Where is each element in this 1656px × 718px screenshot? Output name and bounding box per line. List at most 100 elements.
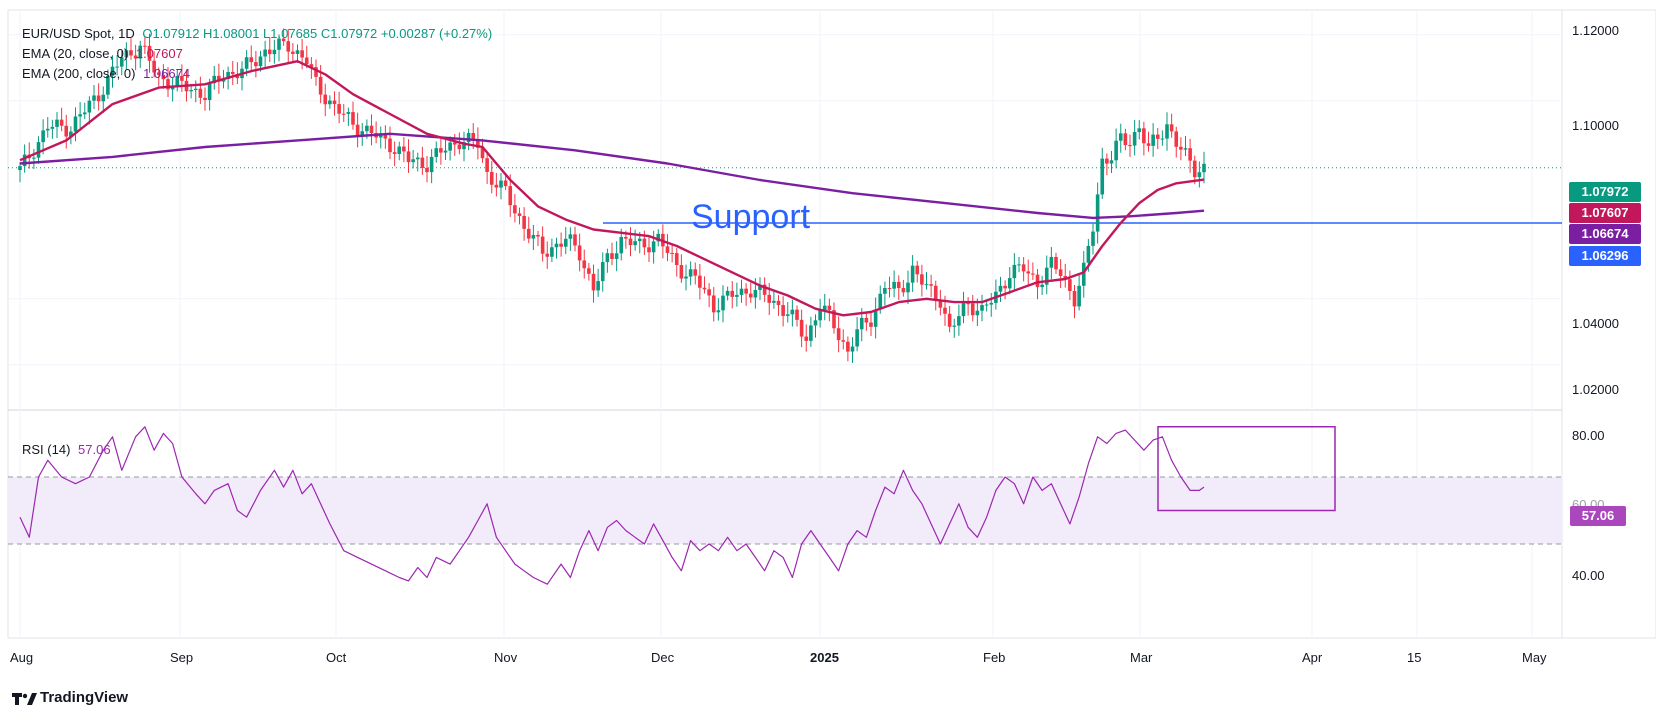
- candle-up: [207, 83, 212, 101]
- candle-down: [1003, 285, 1007, 289]
- candle-up: [1077, 285, 1081, 307]
- candle-down: [933, 285, 938, 301]
- candle-down: [540, 236, 545, 254]
- candle-up: [1183, 148, 1188, 150]
- candle-down: [286, 41, 291, 52]
- time-tick: 2025: [810, 650, 839, 665]
- candle-down: [1031, 273, 1035, 275]
- candle-down: [929, 284, 933, 286]
- candle-up: [1017, 264, 1021, 266]
- candle-down: [309, 64, 314, 68]
- rsi-value: 57.06: [78, 442, 111, 457]
- candle-up: [221, 78, 226, 82]
- candle-down: [522, 215, 526, 229]
- ema20-legend: EMA (20, close, 0) 1.07607: [22, 46, 183, 61]
- candle-up: [721, 295, 725, 311]
- candle-up: [101, 94, 106, 102]
- candle-down: [143, 45, 147, 47]
- candle-down: [887, 288, 892, 290]
- candle-up: [1012, 264, 1017, 279]
- candle-up: [1100, 158, 1105, 195]
- candle-up: [883, 288, 887, 294]
- candle-down: [674, 253, 679, 266]
- candle-up: [78, 114, 82, 117]
- candle-up: [55, 119, 59, 127]
- candle-up: [32, 157, 36, 159]
- candle-down: [767, 294, 772, 303]
- candle-up: [688, 269, 693, 277]
- candle-down: [517, 213, 522, 216]
- candle-up: [212, 75, 217, 84]
- candle-down: [489, 171, 494, 185]
- candle-down: [425, 167, 429, 173]
- candle-down: [1169, 124, 1174, 132]
- price-tick: 1.12000: [1572, 23, 1619, 38]
- candle-down: [1035, 274, 1040, 288]
- candle-down: [402, 146, 406, 152]
- candle-down: [920, 274, 924, 285]
- candle-down: [341, 113, 346, 115]
- candle-up: [753, 289, 758, 298]
- candle-up: [809, 325, 813, 341]
- brand-name[interactable]: TradingView: [40, 689, 129, 706]
- candle-up: [244, 57, 249, 69]
- candle-down: [203, 97, 207, 101]
- candle-down: [383, 133, 388, 139]
- candle-down: [485, 158, 489, 172]
- chart-frame: [7, 9, 1656, 639]
- candle-down: [1146, 143, 1151, 146]
- candle-up: [226, 71, 230, 79]
- candle-down: [665, 246, 670, 253]
- candle-down: [503, 180, 508, 187]
- candle-down: [355, 124, 360, 137]
- candle-down: [836, 328, 841, 341]
- candle-up: [36, 142, 41, 158]
- symbol-legend: EUR/USD Spot, 1D O1.07912 H1.08001 L1.07…: [22, 26, 492, 41]
- candle-down: [152, 60, 156, 73]
- candle-up: [892, 281, 896, 289]
- candle-down: [947, 313, 952, 327]
- candle-down: [526, 228, 531, 239]
- candle-down: [577, 245, 582, 261]
- candle-down: [679, 265, 684, 279]
- candle-down: [582, 260, 587, 269]
- candle-up: [656, 233, 661, 242]
- candle-down: [513, 205, 517, 214]
- rsi-line: [19, 426, 1205, 585]
- candle-up: [822, 305, 827, 311]
- candle-down: [901, 288, 906, 293]
- candle-down: [711, 295, 716, 313]
- candle-down: [1063, 275, 1068, 280]
- candle-down: [647, 247, 651, 253]
- candle-up: [189, 90, 193, 92]
- candle-up: [1151, 134, 1155, 146]
- candle-up: [263, 49, 267, 57]
- ema20-price-label: 1.07607: [1569, 203, 1641, 223]
- candle-down: [795, 309, 799, 320]
- candle-up: [466, 132, 471, 143]
- candle-up: [961, 303, 966, 317]
- candle-down: [406, 151, 411, 163]
- candle-down: [1072, 290, 1077, 307]
- candle-up: [448, 142, 452, 151]
- candle-down: [1128, 145, 1132, 147]
- candle-up: [50, 126, 55, 129]
- candle-down: [392, 152, 397, 154]
- candle-up: [550, 247, 554, 257]
- candle-up: [772, 300, 776, 303]
- candle-up: [365, 125, 369, 132]
- candle-down: [864, 317, 869, 323]
- candle-down: [896, 281, 901, 289]
- candle-down: [369, 125, 374, 134]
- candle-up: [277, 38, 281, 50]
- candle-down: [217, 75, 221, 82]
- candle-down: [480, 147, 485, 159]
- rsi-current-label: 57.06: [1570, 506, 1626, 526]
- candle-down: [1142, 128, 1146, 144]
- candle-up: [531, 234, 536, 239]
- ema200-label: EMA (200, close, 0): [22, 66, 136, 81]
- time-tick: Oct: [326, 650, 347, 665]
- candle-down: [915, 265, 920, 275]
- ema200-value: 1.06674: [143, 66, 191, 81]
